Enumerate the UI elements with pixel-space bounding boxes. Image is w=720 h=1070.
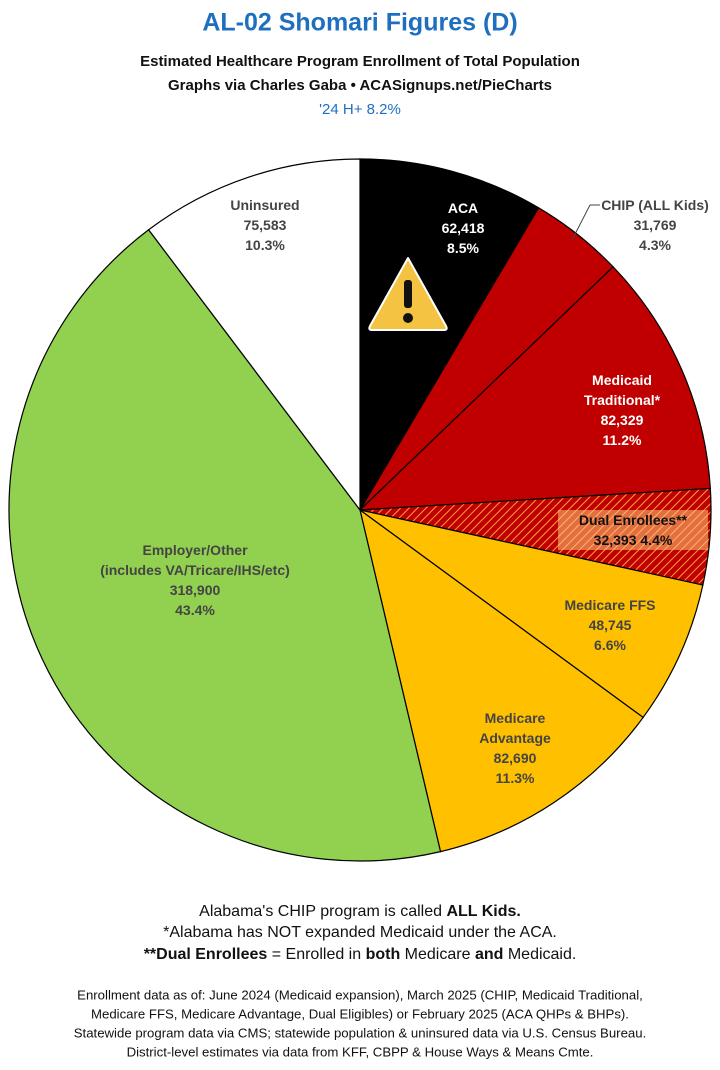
note-part: *Alabama has NOT expanded Medicaid under… [163, 924, 557, 941]
pie-slice [8, 228, 442, 862]
pie-slice [147, 158, 361, 512]
percent-label: 11.3% [495, 770, 535, 786]
percent-label: 4.4% [640, 532, 673, 548]
slice-label: Dual Enrollees** 32,393 4.4% [558, 510, 708, 550]
note-part: = Enrolled in [267, 946, 365, 963]
category-label: Employer/Other [142, 542, 248, 558]
slice-label: ACA 62,418 8.5% [418, 198, 508, 258]
note-part: ALL Kids. [446, 903, 520, 920]
credit: Graphs via Charles Gaba • ACASignups.net… [168, 77, 552, 94]
value-label: 32,393 [593, 532, 637, 548]
percent-label: 11.2% [602, 432, 642, 448]
category-label: CHIP (ALL Kids) [601, 197, 709, 213]
category-label: Medicare FFS [564, 597, 656, 613]
note-part: Medicare [400, 946, 475, 963]
leader-line [571, 204, 600, 241]
percent-label: 43.4% [175, 602, 215, 618]
category-note: (includes VA/Tricare/IHS/etc) [100, 562, 290, 578]
note-part: Alabama's CHIP program is called [199, 903, 446, 920]
slice-label: CHIP (ALL Kids) 31,769 4.3% [590, 195, 720, 255]
value-label: 82,329 [600, 412, 644, 428]
subtitle: Estimated Healthcare Program Enrollment … [140, 53, 580, 70]
warning-icon [368, 257, 448, 331]
category-label: ACA [447, 200, 479, 216]
chart-title: AL-02 Shomari Figures (D) [202, 9, 517, 37]
slice-label: Medicaid Traditional* 82,329 11.2% [567, 370, 677, 450]
category-label: Medicaid Traditional* [583, 372, 661, 408]
highlight: '24 H+ 8.2% [319, 101, 401, 118]
value-label: 318,900 [169, 582, 221, 598]
slice-label: Uninsured 75,583 10.3% [210, 195, 320, 255]
percent-label: 4.3% [639, 237, 671, 253]
value-line: 32,393 4.4% [558, 530, 708, 550]
slice-label: Employer/Other (includes VA/Tricare/IHS/e… [65, 540, 325, 620]
pie-slice [359, 509, 704, 719]
value-label: 62,418 [441, 220, 485, 236]
pie-slice [358, 265, 711, 511]
source: District-level estimates via data from K… [127, 1044, 594, 1059]
source: Statewide program data via CMS; statewid… [74, 1025, 647, 1040]
pie [8, 158, 712, 862]
value-label: 48,745 [588, 617, 632, 633]
category-label: Dual Enrollees** [578, 512, 688, 528]
pie-slice [359, 158, 540, 513]
percent-label: 6.6% [594, 637, 626, 653]
note: *Alabama has NOT expanded Medicaid under… [163, 924, 557, 941]
note: **Dual Enrollees = Enrolled in both Medi… [144, 946, 577, 963]
note-part: both [366, 946, 401, 963]
category-label: Medicare Advantage [479, 710, 551, 746]
value-label: 31,769 [633, 217, 677, 233]
note-part: and [475, 946, 503, 963]
source: Enrollment data as of: June 2024 (Medica… [77, 987, 643, 1002]
note: Alabama's CHIP program is called ALL Kid… [199, 903, 521, 920]
value-label: 75,583 [243, 217, 287, 233]
pie-slice [359, 508, 644, 853]
slice-label: Medicare Advantage 82,690 11.3% [465, 708, 565, 788]
value-label: 82,690 [493, 750, 537, 766]
percent-label: 10.3% [245, 237, 285, 253]
note-part: **Dual Enrollees [144, 946, 268, 963]
category-label: Uninsured [230, 197, 300, 213]
percent-label: 8.5% [447, 240, 479, 256]
slice-label: Medicare FFS 48,745 6.6% [550, 595, 670, 655]
note-part: Medicaid. [503, 946, 576, 963]
source: Medicare FFS, Medicare Advantage, Dual E… [91, 1006, 629, 1021]
